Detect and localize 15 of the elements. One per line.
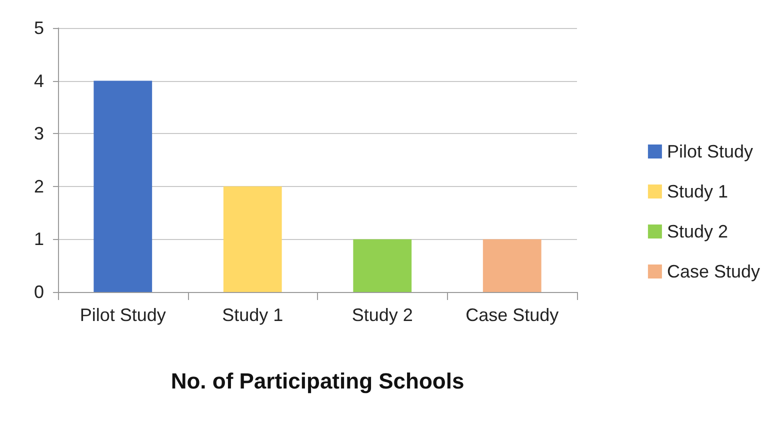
x-tick-label: Case Study xyxy=(466,305,559,325)
y-tick-label: 5 xyxy=(34,18,44,38)
legend-label: Case Study xyxy=(666,262,760,282)
y-tick-label: 2 xyxy=(34,176,44,196)
x-axis-title: No. of Participating Schools xyxy=(170,368,464,394)
legend-label: Study 2 xyxy=(666,222,728,242)
legend-label: Pilot Study xyxy=(666,142,753,162)
y-tick-label: 3 xyxy=(34,124,44,144)
y-tick-label: 1 xyxy=(34,229,44,250)
y-tick-label: 0 xyxy=(34,282,44,302)
legend-label: Study 1 xyxy=(666,182,728,202)
x-tick-label: Pilot Study xyxy=(80,305,166,325)
x-tick-label: Study 1 xyxy=(222,305,284,325)
y-tick-label: 4 xyxy=(34,70,44,91)
x-tick-label: Study 2 xyxy=(352,305,413,325)
